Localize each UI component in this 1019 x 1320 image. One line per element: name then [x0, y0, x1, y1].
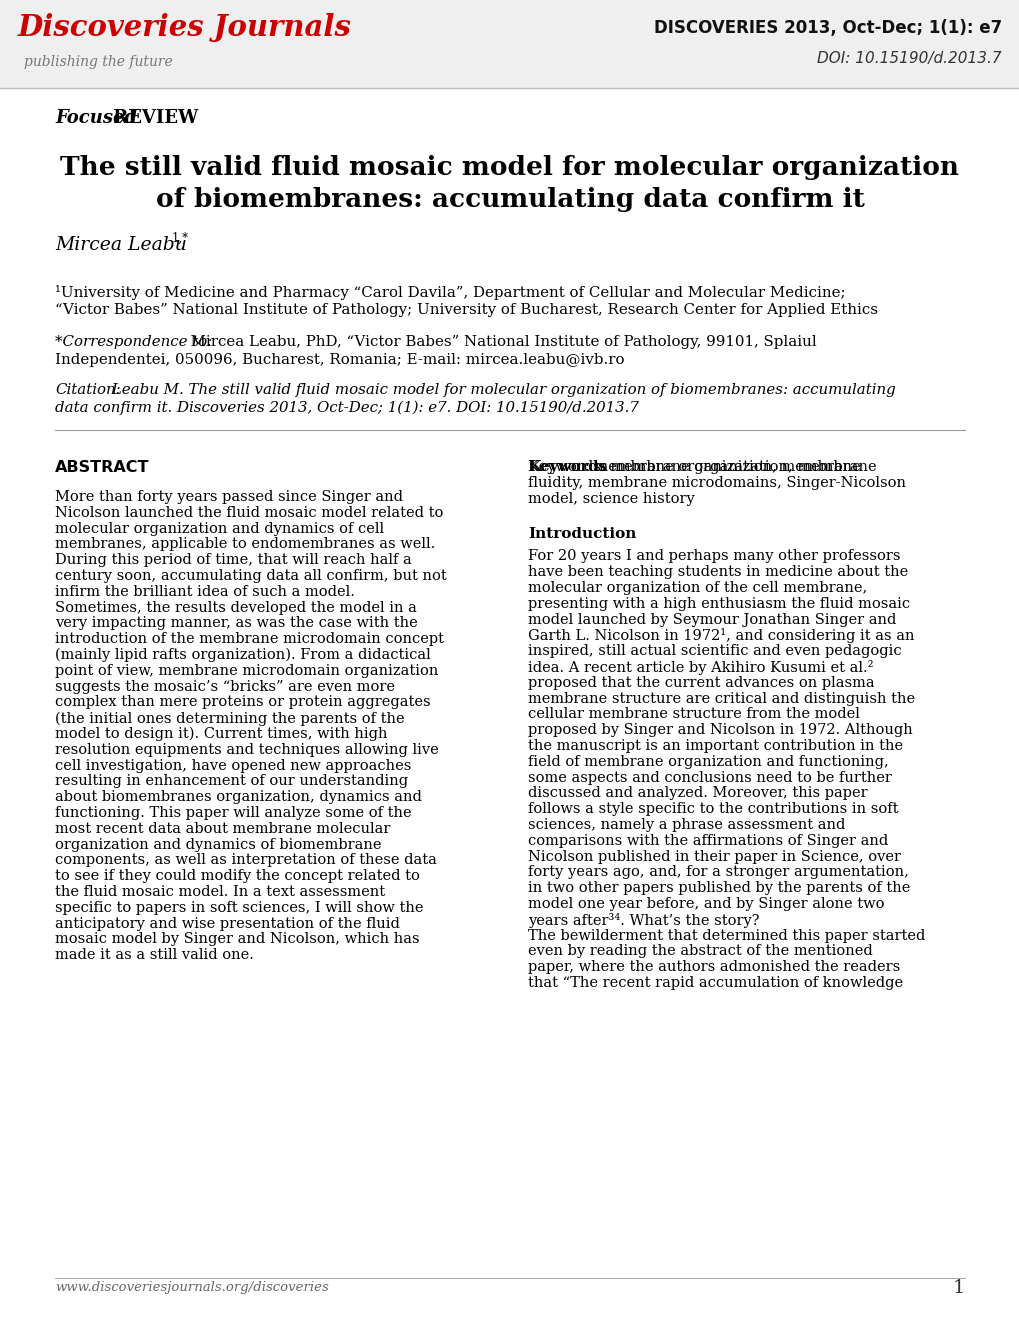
Text: resulting in enhancement of our understanding: resulting in enhancement of our understa… — [55, 775, 408, 788]
Text: cell investigation, have opened new approaches: cell investigation, have opened new appr… — [55, 759, 411, 772]
Text: Garth L. Nicolson in 1972¹, and considering it as an: Garth L. Nicolson in 1972¹, and consider… — [528, 628, 914, 643]
Text: “Victor Babes” National Institute of Pathology; University of Bucharest, Researc: “Victor Babes” National Institute of Pat… — [55, 304, 877, 317]
Text: idea. A recent article by Akihiro Kusumi et al.²: idea. A recent article by Akihiro Kusumi… — [528, 660, 872, 675]
Text: *Correspondence to:: *Correspondence to: — [55, 335, 212, 348]
Text: about biomembranes organization, dynamics and: about biomembranes organization, dynamic… — [55, 791, 422, 804]
Text: specific to papers in soft sciences, I will show the: specific to papers in soft sciences, I w… — [55, 900, 423, 915]
Text: More than forty years passed since Singer and: More than forty years passed since Singe… — [55, 490, 403, 504]
Text: proposed that the current advances on plasma: proposed that the current advances on pl… — [528, 676, 873, 690]
Text: : membrane organization, membrane: : membrane organization, membrane — [585, 459, 860, 474]
Text: organization and dynamics of biomembrane: organization and dynamics of biomembrane — [55, 838, 381, 851]
Text: molecular organization of the cell membrane,: molecular organization of the cell membr… — [528, 581, 866, 595]
Text: infirm the brilliant idea of such a model.: infirm the brilliant idea of such a mode… — [55, 585, 355, 599]
Text: Introduction: Introduction — [528, 528, 636, 541]
Text: membranes, applicable to endomembranes as well.: membranes, applicable to endomembranes a… — [55, 537, 435, 552]
Text: century soon, accumulating data all confirm, but not: century soon, accumulating data all conf… — [55, 569, 446, 583]
Text: anticipatory and wise presentation of the fluid: anticipatory and wise presentation of th… — [55, 916, 399, 931]
Text: mosaic model by Singer and Nicolson, which has: mosaic model by Singer and Nicolson, whi… — [55, 932, 419, 946]
Text: components, as well as interpretation of these data: components, as well as interpretation of… — [55, 854, 436, 867]
Text: The bewilderment that determined this paper started: The bewilderment that determined this pa… — [528, 928, 924, 942]
Text: (the initial ones determining the parents of the: (the initial ones determining the parent… — [55, 711, 405, 726]
Bar — [0, 0, 1019, 88]
Text: (mainly lipid rafts organization). From a didactical: (mainly lipid rafts organization). From … — [55, 648, 430, 663]
Text: model to design it). Current times, with high: model to design it). Current times, with… — [55, 727, 387, 742]
Text: to see if they could modify the concept related to: to see if they could modify the concept … — [55, 869, 420, 883]
Text: most recent data about membrane molecular: most recent data about membrane molecula… — [55, 822, 390, 836]
Text: model launched by Seymour Jonathan Singer and: model launched by Seymour Jonathan Singe… — [528, 612, 896, 627]
Text: Sometimes, the results developed the model in a: Sometimes, the results developed the mod… — [55, 601, 417, 615]
Text: DISCOVERIES 2013, Oct-Dec; 1(1): e7: DISCOVERIES 2013, Oct-Dec; 1(1): e7 — [653, 18, 1001, 37]
Text: For 20 years I and perhaps many other professors: For 20 years I and perhaps many other pr… — [528, 549, 900, 564]
Text: functioning. This paper will analyze some of the: functioning. This paper will analyze som… — [55, 807, 412, 820]
Text: introduction of the membrane microdomain concept: introduction of the membrane microdomain… — [55, 632, 443, 647]
Text: suggests the mosaic’s “bricks” are even more: suggests the mosaic’s “bricks” are even … — [55, 680, 394, 693]
Text: Mircea Leabu, PhD, “Victor Babes” National Institute of Pathology, 99101, Splaiu: Mircea Leabu, PhD, “Victor Babes” Nation… — [180, 335, 816, 348]
Text: the fluid mosaic model. In a text assessment: the fluid mosaic model. In a text assess… — [55, 884, 385, 899]
Text: molecular organization and dynamics of cell: molecular organization and dynamics of c… — [55, 521, 384, 536]
Text: paper, where the authors admonished the readers: paper, where the authors admonished the … — [528, 960, 900, 974]
Text: sciences, namely a phrase assessment and: sciences, namely a phrase assessment and — [528, 818, 845, 832]
Text: some aspects and conclusions need to be further: some aspects and conclusions need to be … — [528, 771, 891, 784]
Text: ABSTRACT: ABSTRACT — [55, 459, 150, 475]
Text: Focused: Focused — [55, 110, 137, 127]
Text: REVIEW: REVIEW — [107, 110, 198, 127]
Text: in two other papers published by the parents of the: in two other papers published by the par… — [528, 882, 910, 895]
Text: inspired, still actual scientific and even pedagogic: inspired, still actual scientific and ev… — [528, 644, 901, 659]
Text: Mircea Leabu: Mircea Leabu — [55, 236, 186, 253]
Text: Nicolson launched the fluid mosaic model related to: Nicolson launched the fluid mosaic model… — [55, 506, 443, 520]
Text: follows a style specific to the contributions in soft: follows a style specific to the contribu… — [528, 803, 898, 816]
Text: model one year before, and by Singer alone two: model one year before, and by Singer alo… — [528, 898, 883, 911]
Text: Nicolson published in their paper in Science, over: Nicolson published in their paper in Sci… — [528, 850, 900, 863]
Text: ¹University of Medicine and Pharmacy “Carol Davila”, Department of Cellular and : ¹University of Medicine and Pharmacy “Ca… — [55, 285, 845, 300]
Text: forty years ago, and, for a stronger argumentation,: forty years ago, and, for a stronger arg… — [528, 866, 908, 879]
Text: very impacting manner, as was the case with the: very impacting manner, as was the case w… — [55, 616, 418, 631]
Text: fluidity, membrane microdomains, Singer-Nicolson: fluidity, membrane microdomains, Singer-… — [528, 475, 905, 490]
Text: complex than mere proteins or protein aggregates: complex than mere proteins or protein ag… — [55, 696, 430, 709]
Text: cellular membrane structure from the model: cellular membrane structure from the mod… — [528, 708, 859, 722]
Text: publishing the future: publishing the future — [24, 55, 172, 69]
Text: membrane structure are critical and distinguish the: membrane structure are critical and dist… — [528, 692, 914, 706]
Text: even by reading the abstract of the mentioned: even by reading the abstract of the ment… — [528, 944, 872, 958]
Text: model, science history: model, science history — [528, 491, 694, 506]
Text: The still valid fluid mosaic model for molecular organization: The still valid fluid mosaic model for m… — [60, 156, 959, 181]
Text: Independentei, 050096, Bucharest, Romania; E-mail: mircea.leabu@ivb.ro: Independentei, 050096, Bucharest, Romani… — [55, 352, 624, 367]
Text: Leabu M. The still valid fluid mosaic model for molecular organization of biomem: Leabu M. The still valid fluid mosaic mo… — [107, 383, 895, 397]
Text: www.discoveriesjournals.org/discoveries: www.discoveriesjournals.org/discoveries — [55, 1282, 328, 1295]
Text: data confirm it. Discoveries 2013, Oct-Dec; 1(1): e7. DOI: 10.15190/d.2013.7: data confirm it. Discoveries 2013, Oct-D… — [55, 401, 638, 416]
Text: presenting with a high enthusiasm the fluid mosaic: presenting with a high enthusiasm the fl… — [528, 597, 909, 611]
Text: comparisons with the affirmations of Singer and: comparisons with the affirmations of Sin… — [528, 834, 888, 847]
Text: the manuscript is an important contribution in the: the manuscript is an important contribut… — [528, 739, 902, 752]
Text: Keywords: Keywords — [528, 459, 606, 474]
Text: years after³⁴. What’s the story?: years after³⁴. What’s the story? — [528, 913, 759, 928]
Text: have been teaching students in medicine about the: have been teaching students in medicine … — [528, 565, 907, 579]
Text: discussed and analyzed. Moreover, this paper: discussed and analyzed. Moreover, this p… — [528, 787, 867, 800]
Text: 1,*: 1,* — [172, 231, 189, 244]
Text: resolution equipments and techniques allowing live: resolution equipments and techniques all… — [55, 743, 438, 756]
Text: point of view, membrane microdomain organization: point of view, membrane microdomain orga… — [55, 664, 438, 677]
Text: that “The recent rapid accumulation of knowledge: that “The recent rapid accumulation of k… — [528, 975, 902, 990]
Text: Keywords: membrane organization, membrane: Keywords: membrane organization, membran… — [528, 459, 875, 474]
Text: 1: 1 — [952, 1279, 964, 1298]
Text: proposed by Singer and Nicolson in 1972. Although: proposed by Singer and Nicolson in 1972.… — [528, 723, 912, 737]
Text: During this period of time, that will reach half a: During this period of time, that will re… — [55, 553, 412, 568]
Text: DOI: 10.15190/d.2013.7: DOI: 10.15190/d.2013.7 — [816, 50, 1001, 66]
Text: Citation:: Citation: — [55, 383, 120, 397]
Text: made it as a still valid one.: made it as a still valid one. — [55, 948, 254, 962]
Text: Discoveries Journals: Discoveries Journals — [18, 13, 352, 42]
Text: of biomembranes: accumulating data confirm it: of biomembranes: accumulating data confi… — [156, 187, 863, 213]
Text: field of membrane organization and functioning,: field of membrane organization and funct… — [528, 755, 888, 768]
